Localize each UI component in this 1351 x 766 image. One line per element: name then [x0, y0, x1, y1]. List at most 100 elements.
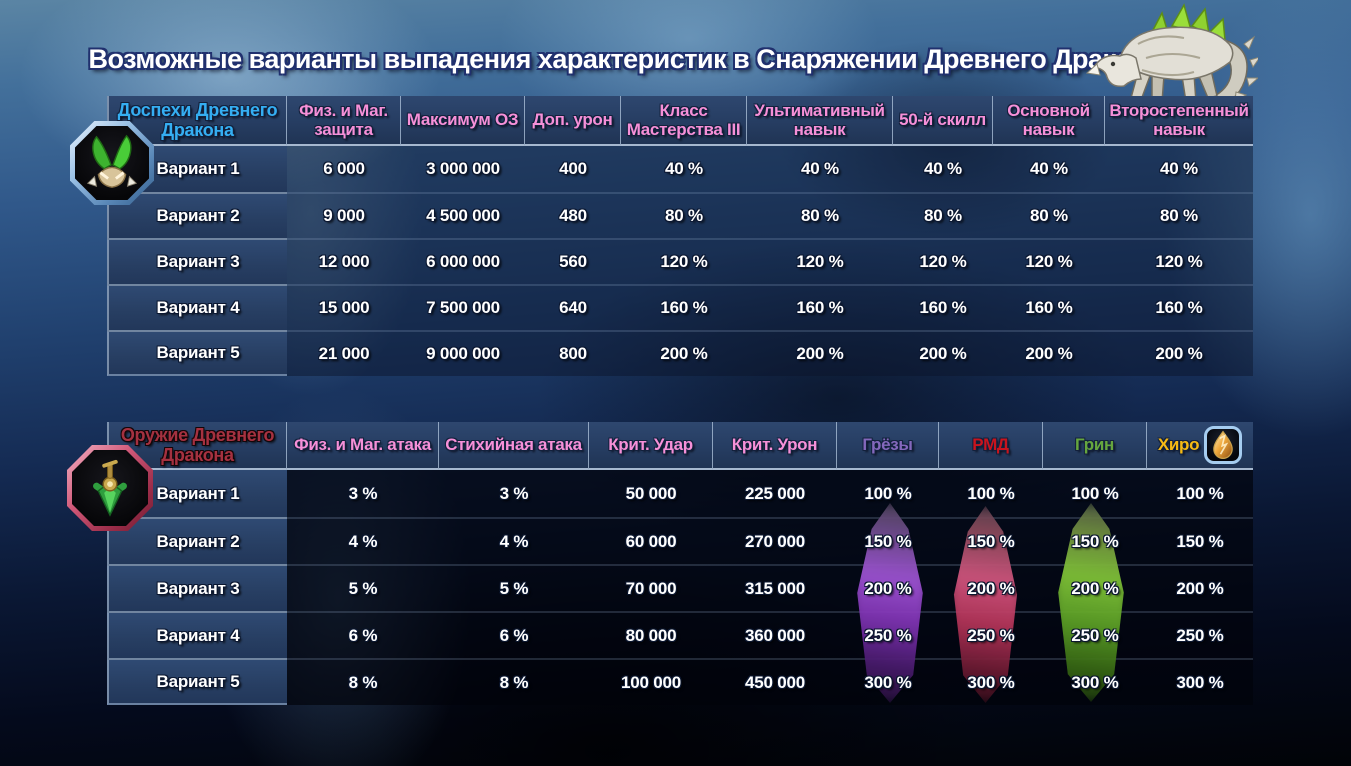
armor-cell: 80 %	[893, 192, 993, 238]
armor-cell: 160 %	[1105, 284, 1253, 330]
weapon-cell: 3 %	[439, 470, 589, 517]
armor-cell: 640	[525, 284, 621, 330]
armor-cell: 120 %	[747, 238, 893, 284]
weapon-cell: 8 %	[287, 658, 439, 705]
armor-cell: 160 %	[893, 284, 993, 330]
weapon-row-label: Вариант 5	[107, 658, 287, 705]
green-dagger-glyph	[93, 459, 127, 517]
armor-cell: 9 000	[287, 192, 401, 238]
weapon-cell: 4 %	[287, 517, 439, 564]
armor-cell: 40 %	[1105, 146, 1253, 192]
weapon-cell: 5 %	[439, 564, 589, 611]
weapon-cell: 70 000	[589, 564, 713, 611]
weapon-col-header: Крит. Урон	[713, 422, 837, 470]
weapon-cell: 270 000	[713, 517, 837, 564]
armor-cell: 80 %	[993, 192, 1105, 238]
armor-cell: 200 %	[621, 330, 747, 376]
weapon-cell: 200 %	[1147, 564, 1253, 611]
armor-cell: 21 000	[287, 330, 401, 376]
armor-row-label: Вариант 5	[107, 330, 287, 376]
weapon-row-label: Вариант 4	[107, 611, 287, 658]
armor-cell: 200 %	[747, 330, 893, 376]
armor-col-header: Класс Мастерства III	[621, 96, 747, 146]
armor-col-header: 50-й скилл	[893, 96, 993, 146]
armor-col-header: Основной навык	[993, 96, 1105, 146]
armor-cell: 200 %	[1105, 330, 1253, 376]
armor-cell: 160 %	[747, 284, 893, 330]
armor-cell: 9 000 000	[401, 330, 525, 376]
armor-cell: 120 %	[993, 238, 1105, 284]
weapon-col-header-hiro: Хиро	[1147, 422, 1253, 470]
weapon-cell: 6 %	[287, 611, 439, 658]
armor-table-title: Доспехи Древнего Дракона	[117, 99, 278, 140]
armor-cell: 160 %	[993, 284, 1105, 330]
armor-cell: 560	[525, 238, 621, 284]
weapon-item-icon	[67, 445, 153, 531]
weapon-cell: 50 000	[589, 470, 713, 517]
armor-cell: 40 %	[993, 146, 1105, 192]
armor-cell: 40 %	[893, 146, 993, 192]
weapon-cell: 60 000	[589, 517, 713, 564]
armor-cell: 7 500 000	[401, 284, 525, 330]
armor-cell: 800	[525, 330, 621, 376]
weapon-table-title: Оружие Древнего Дракона	[120, 424, 275, 465]
weapon-cell: 80 000	[589, 611, 713, 658]
weapon-cell: 5 %	[287, 564, 439, 611]
amber-gem-icon	[1204, 426, 1243, 464]
weapon-cell: 3 %	[287, 470, 439, 517]
weapon-col-header: Стихийная атака	[439, 422, 589, 470]
armor-cell: 3 000 000	[401, 146, 525, 192]
armor-item-icon	[70, 121, 154, 205]
armor-cell: 120 %	[1105, 238, 1253, 284]
armor-row-label: Вариант 3	[107, 238, 287, 284]
armor-cell: 200 %	[993, 330, 1105, 376]
armor-cell: 6 000 000	[401, 238, 525, 284]
weapon-row-label: Вариант 3	[107, 564, 287, 611]
weapon-cell: 4 %	[439, 517, 589, 564]
armor-cell: 40 %	[747, 146, 893, 192]
armor-cell: 400	[525, 146, 621, 192]
weapon-col-header: Физ. и Маг. атака	[287, 422, 439, 470]
green-winged-helmet-glyph	[86, 134, 138, 188]
weapon-cell: 225 000	[713, 470, 837, 517]
armor-col-header: Доп. урон	[525, 96, 621, 146]
armor-col-header: Ультимативный навык	[747, 96, 893, 146]
weapon-cell: 6 %	[439, 611, 589, 658]
weapon-cell: 360 000	[713, 611, 837, 658]
weapon-cell: 300 %	[1147, 658, 1253, 705]
weapon-col-header-grezy: Грёзы	[837, 422, 939, 470]
armor-cell: 6 000	[287, 146, 401, 192]
armor-col-header: Физ. и Маг. защита	[287, 96, 401, 146]
weapon-cell: 8 %	[439, 658, 589, 705]
armor-row-label: Вариант 2	[107, 192, 287, 238]
armor-cell: 120 %	[893, 238, 993, 284]
armor-cell: 120 %	[621, 238, 747, 284]
armor-row-label: Вариант 4	[107, 284, 287, 330]
armor-cell: 80 %	[747, 192, 893, 238]
weapon-cell: 250 %	[1147, 611, 1253, 658]
weapon-col-header-rmd: РМД	[939, 422, 1043, 470]
weapon-col-header-grin: Грин	[1043, 422, 1147, 470]
weapon-cell: 450 000	[713, 658, 837, 705]
armor-cell: 80 %	[1105, 192, 1253, 238]
armor-col-header: Второстепенный навык	[1105, 96, 1253, 146]
armor-cell: 480	[525, 192, 621, 238]
weapon-cell: 100 000	[589, 658, 713, 705]
armor-col-header: Максимум ОЗ	[401, 96, 525, 146]
armor-cell: 160 %	[621, 284, 747, 330]
weapon-col-header: Крит. Удар	[589, 422, 713, 470]
weapon-row-label: Вариант 2	[107, 517, 287, 564]
weapon-cell: 100 %	[1147, 470, 1253, 517]
armor-cell: 4 500 000	[401, 192, 525, 238]
weapon-cell: 315 000	[713, 564, 837, 611]
armor-cell: 200 %	[893, 330, 993, 376]
weapon-cell: 150 %	[1147, 517, 1253, 564]
armor-table: Доспехи Древнего Дракона Физ. и Маг. защ…	[107, 96, 1253, 376]
page-title: Возможные варианты выпадения характерист…	[88, 44, 1162, 74]
armor-cell: 40 %	[621, 146, 747, 192]
armor-cell: 12 000	[287, 238, 401, 284]
weapon-cell: 100 %	[939, 470, 1043, 517]
armor-cell: 80 %	[621, 192, 747, 238]
armor-cell: 15 000	[287, 284, 401, 330]
